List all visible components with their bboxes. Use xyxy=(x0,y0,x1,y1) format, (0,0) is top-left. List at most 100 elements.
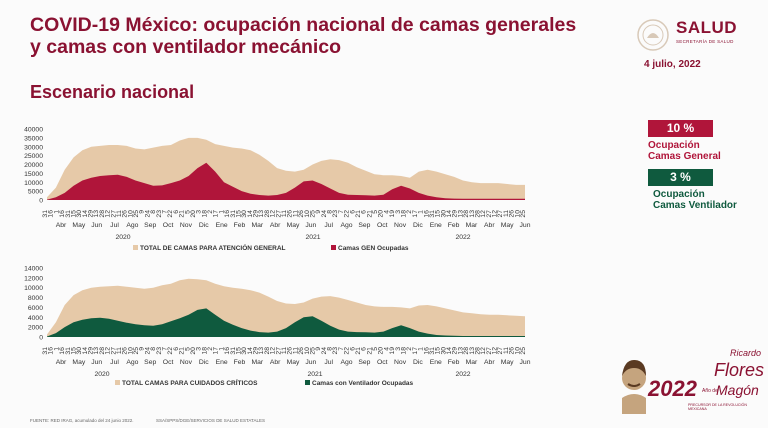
x-year-label: 2020 xyxy=(94,371,109,378)
occupied-beds-area xyxy=(47,162,525,200)
x-day-tick: 16 xyxy=(224,347,231,355)
x-day-tick: 10 xyxy=(127,347,134,355)
x-month-label: Abr xyxy=(484,359,495,366)
x-day-tick: 17 xyxy=(213,210,220,218)
x-day-tick: 10 xyxy=(514,210,521,218)
x-month-label: Sep xyxy=(358,359,370,366)
x-day-tick: 11 xyxy=(116,210,123,217)
x-day-tick: 1 xyxy=(418,347,425,351)
y-tick-label: 10000 xyxy=(24,285,43,292)
x-month-label: Nov xyxy=(180,222,193,229)
x-month-label: Sep xyxy=(144,359,156,366)
x-day-tick: 31 xyxy=(42,210,49,218)
x-month-label: Ene xyxy=(216,359,228,366)
x-day-tick: 11 xyxy=(281,210,288,217)
x-day-tick: 11 xyxy=(503,210,510,217)
x-month-label: Nov xyxy=(394,222,407,229)
x-month-label: Mar xyxy=(466,359,478,366)
x-day-tick: 17 xyxy=(412,210,419,218)
x-day-tick: 4 xyxy=(383,347,390,351)
x-month-label: Nov xyxy=(394,359,407,366)
x-day-tick: 15 xyxy=(435,347,442,355)
x-day-tick: 31 xyxy=(65,347,72,355)
general-beds-label: Ocupación Camas General xyxy=(648,140,721,162)
x-day-tick: 13 xyxy=(469,347,476,355)
x-month-label: Jul xyxy=(324,359,333,366)
x-day-tick: 20 xyxy=(190,347,197,355)
legend-swatch xyxy=(331,245,336,250)
x-month-label: May xyxy=(287,359,300,366)
x-day-tick: 13 xyxy=(457,210,464,218)
x-day-tick: 14 xyxy=(82,347,89,355)
x-day-tick: 16 xyxy=(423,347,430,355)
x-day-tick: 28 xyxy=(264,210,271,218)
badge-name-1: Ricardo xyxy=(730,348,762,358)
x-day-tick: 29 xyxy=(88,210,95,218)
x-day-tick: 10 xyxy=(304,347,311,355)
y-tick-label: 0 xyxy=(39,198,43,205)
x-day-tick: 14 xyxy=(82,210,89,218)
x-day-tick: 23 xyxy=(332,347,339,355)
x-month-label: Ene xyxy=(216,222,228,229)
x-day-tick: 18 xyxy=(201,347,208,355)
x-month-label: Jun xyxy=(305,359,316,366)
x-day-tick: 26 xyxy=(122,347,129,355)
ventilator-beds-percentage: 3 % xyxy=(648,169,713,186)
x-year-label: 2022 xyxy=(455,234,470,241)
x-day-tick: 3 xyxy=(395,210,402,214)
x-month-label: Mar xyxy=(466,222,478,229)
x-day-tick: 20 xyxy=(190,210,197,218)
x-month-label: Abr xyxy=(56,359,67,366)
x-month-label: May xyxy=(287,222,300,229)
x-day-tick: 27 xyxy=(110,210,117,218)
x-day-tick: 10 xyxy=(304,210,311,218)
year-badge: 2022 Año de Ricardo Flores Magón PRECURS… xyxy=(604,346,764,416)
x-day-tick: 29 xyxy=(253,347,260,355)
y-tick-label: 25000 xyxy=(24,153,43,160)
x-month-label: Abr xyxy=(56,222,67,229)
x-day-tick: 6 xyxy=(349,347,356,351)
x-day-tick: 2 xyxy=(207,347,214,351)
y-tick-label: 4000 xyxy=(28,315,43,322)
x-month-label: Ago xyxy=(340,222,352,229)
x-day-tick: 1 xyxy=(418,210,425,214)
x-day-tick: 31 xyxy=(429,210,436,218)
logo-name: SALUD xyxy=(676,18,738,37)
x-day-tick: 23 xyxy=(332,210,339,218)
x-day-tick: 12 xyxy=(270,347,277,355)
x-day-tick: 13 xyxy=(93,347,100,355)
x-month-label: Dic xyxy=(413,359,423,366)
x-day-tick: 28 xyxy=(475,347,482,355)
general-beds-label-line1: Ocupación xyxy=(648,140,700,151)
x-day-tick: 25 xyxy=(520,210,527,218)
x-day-tick: 12 xyxy=(492,347,499,355)
x-day-tick: 25 xyxy=(520,347,527,355)
x-day-tick: 16 xyxy=(59,347,66,355)
x-day-tick: 7 xyxy=(338,210,345,214)
x-month-label: Dic xyxy=(199,359,209,366)
x-day-tick: 17 xyxy=(213,347,220,355)
x-day-tick: 20 xyxy=(378,210,385,218)
salud-logo: SALUD SECRETARÍA DE SALUD xyxy=(636,18,756,52)
x-day-tick: 2 xyxy=(406,347,413,351)
x-year-label: 2020 xyxy=(115,234,130,241)
x-day-tick: 5 xyxy=(372,347,379,351)
x-day-tick: 6 xyxy=(173,210,180,214)
legend-label: Camas con Ventilador Ocupadas xyxy=(312,380,414,387)
x-day-tick: 26 xyxy=(122,210,129,218)
x-day-tick: 12 xyxy=(480,210,487,218)
footer-source: FUENTE: RED IRAG, acumulado del 24 junio… xyxy=(30,418,134,423)
x-day-tick: 15 xyxy=(71,347,78,355)
x-day-tick: 12 xyxy=(270,210,277,218)
x-month-label: Ago xyxy=(126,359,138,366)
x-month-label: May xyxy=(72,222,85,229)
x-day-tick: 2 xyxy=(406,210,413,214)
occupied-beds-area xyxy=(47,308,525,337)
x-month-label: Jul xyxy=(324,222,333,229)
x-day-tick: 18 xyxy=(401,210,408,218)
x-day-tick: 16 xyxy=(48,210,55,218)
x-month-label: Feb xyxy=(234,222,246,229)
x-month-label: Dic xyxy=(413,222,423,229)
x-day-tick: 16 xyxy=(423,210,430,218)
